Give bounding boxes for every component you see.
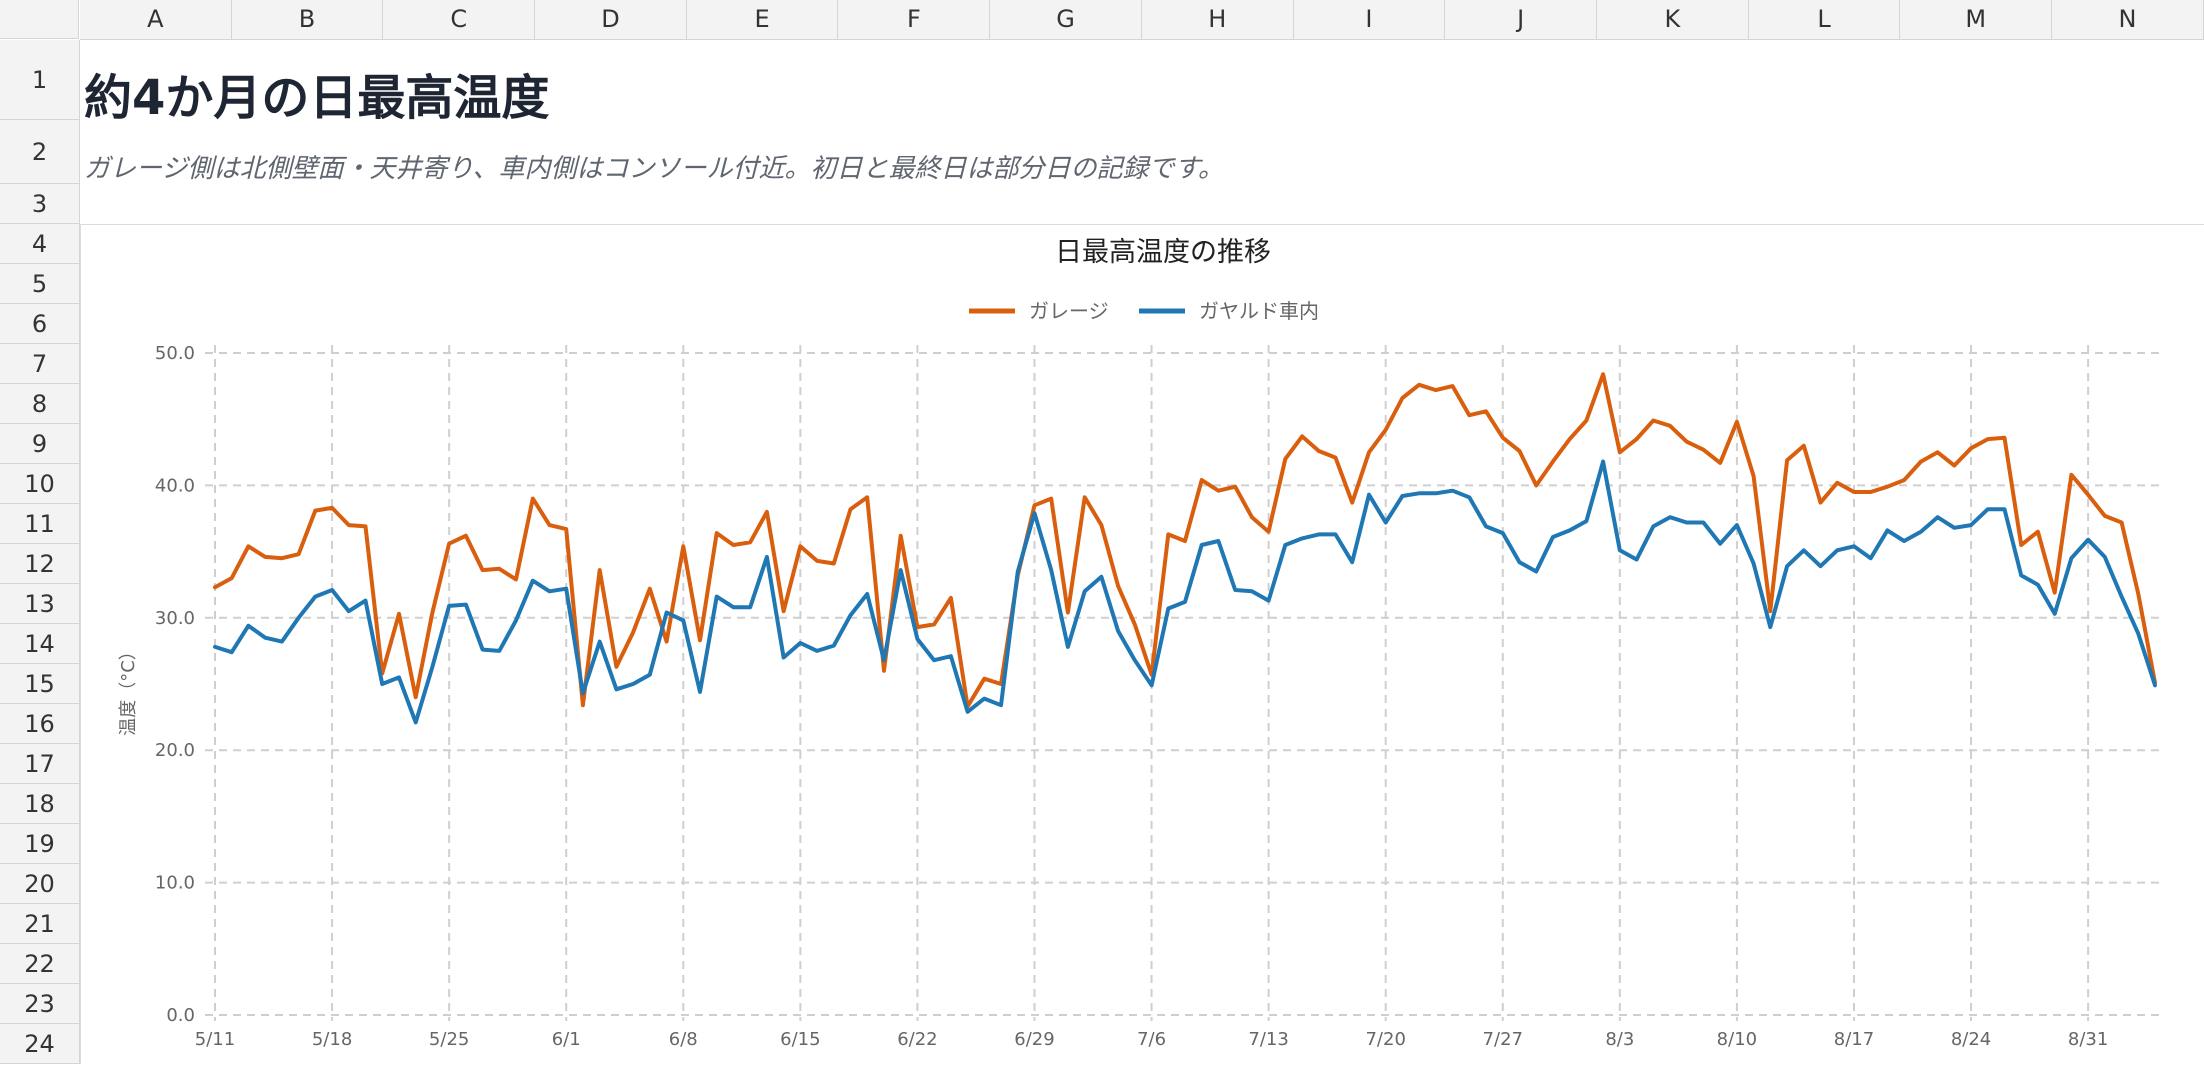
sheet-note: ガレージ側は北側壁面・天井寄り、車内側はコンソール付近。初日と最終日は部分日の記… (84, 154, 1224, 184)
x-tick-label: 7/13 (1248, 1029, 1288, 1050)
row-header-9[interactable]: 9 (0, 424, 79, 464)
row-header-3[interactable]: 3 (0, 184, 79, 224)
legend-label-1[interactable]: ガヤルド車内 (1199, 299, 1319, 323)
x-tick-label: 5/18 (312, 1029, 352, 1050)
row-header-8[interactable]: 8 (0, 384, 79, 424)
y-tick-label: 50.0 (155, 343, 195, 364)
chart-title: 日最高温度の推移 (1055, 237, 1271, 268)
row-header-14[interactable]: 14 (0, 624, 79, 664)
x-tick-label: 8/10 (1717, 1029, 1757, 1050)
y-tick-label: 10.0 (155, 873, 195, 894)
column-header-j[interactable]: J (1445, 0, 1597, 39)
column-header-i[interactable]: I (1294, 0, 1446, 39)
row-header-11[interactable]: 11 (0, 504, 79, 544)
column-header-h[interactable]: H (1142, 0, 1294, 39)
chart-legend: ガレージ ガヤルド車内 (969, 299, 1319, 323)
series-line-0[interactable] (213, 372, 2157, 709)
row-header-19[interactable]: 19 (0, 824, 79, 864)
row-header-16[interactable]: 16 (0, 704, 79, 744)
x-tick-label: 6/15 (780, 1029, 820, 1050)
column-header-n[interactable]: N (2052, 0, 2204, 39)
line-chart: 日最高温度の推移 ガレージ ガヤルド車内 0.0 10.0 20.0 30.0 40.0 5… (118, 237, 2165, 1050)
x-tick-label: 7/6 (1137, 1029, 1166, 1050)
x-tick-label: 8/24 (1951, 1029, 1991, 1050)
x-tick-label: 5/25 (429, 1029, 469, 1050)
column-header-l[interactable]: L (1749, 0, 1901, 39)
column-header-c[interactable]: C (383, 0, 536, 39)
y-axis-label: 温度（°C） (118, 642, 139, 736)
x-tick-label: 7/20 (1365, 1029, 1405, 1050)
select-all-corner[interactable] (0, 0, 79, 39)
column-header-f[interactable]: F (839, 0, 991, 39)
row-header-13[interactable]: 13 (0, 584, 79, 624)
row-header-5[interactable]: 5 (0, 264, 79, 304)
row-header-6[interactable]: 6 (0, 304, 79, 344)
y-axis: 0.0 10.0 20.0 30.0 40.0 50.0 (155, 343, 195, 1026)
row-headers: 1 2 3 4 5 6 7 8 9 10 11 12 13 14 15 16 17 18 19 20 21 22 23 24 (0, 40, 80, 1064)
x-axis: 5/11 5/18 5/25 6/1 6/8 6/15 6/22 6/29 7/6 7/13 7/2… (195, 1029, 2109, 1050)
y-tick-label: 30.0 (155, 608, 195, 629)
x-tick-label: 6/29 (1014, 1029, 1054, 1050)
column-header-g[interactable]: G (990, 0, 1142, 39)
legend-label-0[interactable]: ガレージ (1029, 299, 1109, 323)
row-header-7[interactable]: 7 (0, 344, 79, 384)
y-tick-label: 20.0 (155, 740, 195, 761)
sheet-title: 約4か月の日最高温度 (84, 70, 550, 126)
x-tick-label: 6/1 (552, 1029, 581, 1050)
series-line-1[interactable] (213, 459, 2157, 725)
column-header-a[interactable]: A (80, 0, 232, 39)
column-header-e[interactable]: E (687, 0, 839, 39)
row-header-12[interactable]: 12 (0, 544, 79, 584)
x-tick-label: 8/17 (1834, 1029, 1874, 1050)
chart-grid (205, 345, 2165, 1021)
x-tick-label: 5/11 (195, 1029, 235, 1050)
row-header-24[interactable]: 24 (0, 1024, 79, 1064)
row-header-4[interactable]: 4 (0, 224, 79, 264)
y-tick-label: 40.0 (155, 475, 195, 496)
chart-series (213, 372, 2157, 725)
column-header-b[interactable]: B (232, 0, 384, 39)
row-header-10[interactable]: 10 (0, 464, 79, 504)
x-tick-label: 8/31 (2068, 1029, 2108, 1050)
y-tick-label: 0.0 (166, 1005, 195, 1026)
row-header-2[interactable]: 2 (0, 120, 79, 184)
x-tick-label: 8/3 (1605, 1029, 1634, 1050)
row-header-17[interactable]: 17 (0, 744, 79, 784)
row-header-1[interactable]: 1 (0, 40, 79, 120)
chart-container[interactable]: 日最高温度の推移 ガレージ ガヤルド車内 0.0 10.0 20.0 30.0 40.0 5… (80, 224, 2204, 1064)
column-header-m[interactable]: M (1900, 0, 2053, 39)
x-tick-label: 6/22 (897, 1029, 937, 1050)
column-header-d[interactable]: D (535, 0, 687, 39)
row-header-21[interactable]: 21 (0, 904, 79, 944)
row-header-22[interactable]: 22 (0, 944, 79, 984)
x-tick-label: 7/27 (1483, 1029, 1523, 1050)
row-header-20[interactable]: 20 (0, 864, 79, 904)
row-header-15[interactable]: 15 (0, 664, 79, 704)
x-tick-label: 6/8 (669, 1029, 698, 1050)
column-header-k[interactable]: K (1597, 0, 1749, 39)
row-header-23[interactable]: 23 (0, 984, 79, 1024)
row-header-18[interactable]: 18 (0, 784, 79, 824)
